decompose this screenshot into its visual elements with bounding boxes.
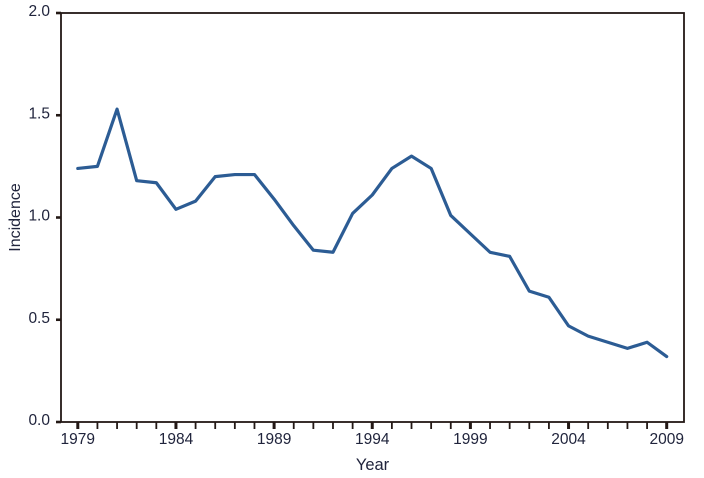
svg-text:0.5: 0.5 (28, 310, 50, 327)
svg-text:Year: Year (356, 456, 390, 474)
svg-text:1979: 1979 (61, 431, 95, 448)
svg-text:2.0: 2.0 (28, 3, 50, 20)
svg-text:Incidence: Incidence (7, 183, 24, 252)
svg-text:2004: 2004 (551, 431, 586, 448)
svg-text:1989: 1989 (257, 431, 291, 448)
svg-text:1994: 1994 (355, 431, 390, 448)
svg-text:1.5: 1.5 (28, 105, 50, 122)
svg-text:1984: 1984 (159, 431, 194, 448)
svg-text:1.0: 1.0 (28, 208, 50, 225)
svg-text:2009: 2009 (649, 431, 683, 448)
svg-text:0.0: 0.0 (28, 412, 50, 429)
svg-text:1999: 1999 (453, 431, 487, 448)
